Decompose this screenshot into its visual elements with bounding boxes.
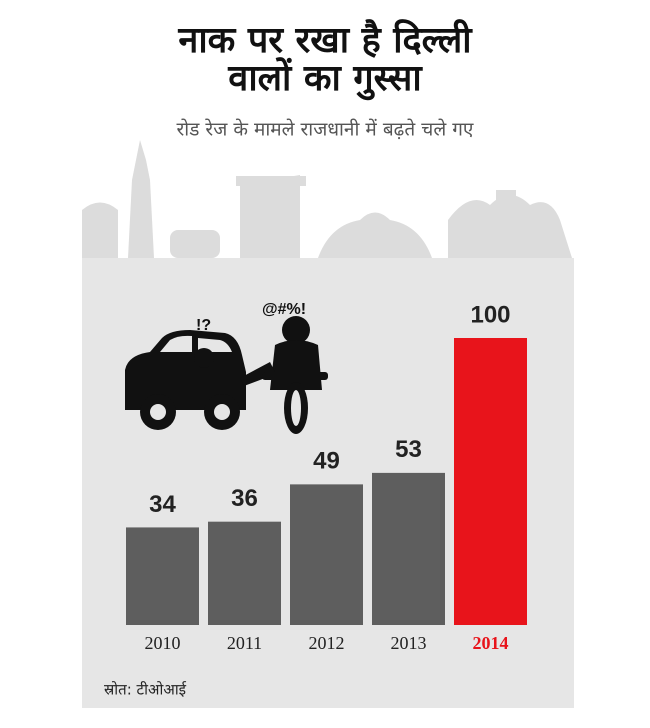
- chart-title: नाक पर रखा है दिल्ली: [177, 19, 473, 61]
- chart-title: वालों का गुस्सा: [227, 57, 423, 101]
- annotation: !?: [196, 317, 211, 334]
- x-tick-label: 2011: [227, 633, 262, 653]
- x-tick-label: 2010: [145, 633, 181, 653]
- bar: [372, 472, 445, 625]
- illustration: [125, 316, 328, 434]
- x-tick-label: 2013: [391, 633, 427, 653]
- bar: [126, 527, 199, 625]
- value-label: 49: [313, 448, 340, 475]
- bar: [208, 521, 281, 625]
- value-label: 36: [231, 485, 258, 512]
- value-label: 34: [149, 491, 176, 518]
- chart-subtitle: रोड रेज के मामले राजधानी में बढ़ते चले ग…: [177, 118, 474, 141]
- bar: [290, 484, 363, 625]
- x-tick-label: 2012: [309, 633, 345, 653]
- x-tick-label: 2014: [473, 633, 509, 653]
- bar: [454, 338, 527, 625]
- source: स्रोत: टीओआई: [104, 681, 187, 699]
- annotation: @#%!: [262, 301, 306, 318]
- value-label: 53: [395, 436, 422, 463]
- value-label: 100: [470, 301, 510, 328]
